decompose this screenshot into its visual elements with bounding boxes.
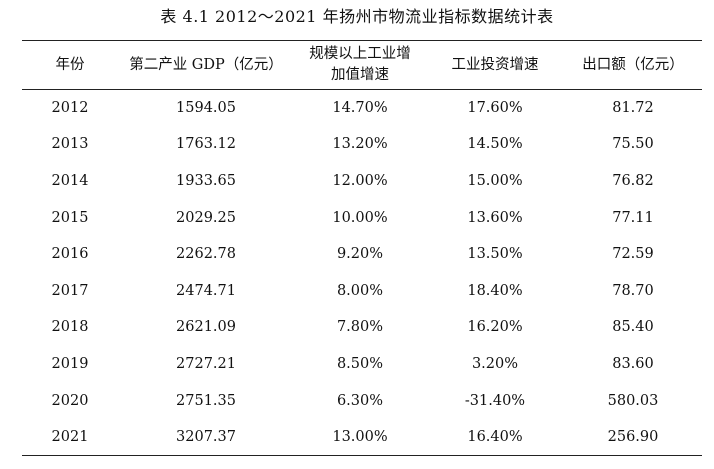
header-industrial-value-added-growth: 规模以上工业增 加值增速 [294, 40, 426, 90]
cell-industry-growth: 14.70% [332, 100, 388, 117]
cell-export: 78.70 [612, 282, 654, 299]
cell-year: 2021 [22, 418, 118, 456]
cell-year: 2016 [51, 246, 89, 263]
table-row: 2013 1763.12 13.20% 14.50% 75.50 [22, 126, 702, 163]
table-row: 2019 2727.21 8.50% 3.20% 83.60 [22, 346, 702, 383]
cell-investment-growth: 15.00% [467, 172, 523, 189]
cell-export: 81.72 [612, 100, 654, 117]
table-caption: 表 4.1 2012～2021 年扬州市物流业指标数据统计表 [160, 7, 554, 26]
cell-gdp: 2751.35 [176, 392, 236, 409]
cell-year: 2012 [51, 100, 89, 117]
cell-year: 2020 [51, 392, 89, 409]
cell-year: 2017 [51, 282, 89, 299]
cell-industry-growth: 13.20% [332, 136, 388, 153]
cell-investment-growth: -31.40% [464, 392, 526, 409]
cell-industry-growth: 13.00% [294, 418, 426, 456]
cell-year: 2018 [51, 319, 89, 336]
table-row: 2012 1594.05 14.70% 17.60% 81.72 [22, 90, 702, 127]
cell-industry-growth: 12.00% [332, 172, 388, 189]
cell-gdp: 2621.09 [176, 319, 236, 336]
table-row: 2020 2751.35 6.30% -31.40% 580.03 [22, 382, 702, 419]
cell-industry-growth: 8.00% [336, 282, 384, 299]
cell-year: 2015 [51, 209, 89, 226]
table-row: 2016 2262.78 9.20% 13.50% 72.59 [22, 236, 702, 273]
cell-gdp: 2262.78 [176, 246, 236, 263]
cell-investment-growth: 17.60% [467, 100, 523, 117]
cell-investment-growth: 18.40% [467, 282, 523, 299]
table-row: 2017 2474.71 8.00% 18.40% 78.70 [22, 272, 702, 309]
header-industrial-line2: 加值增速 [331, 67, 389, 83]
cell-investment-growth: 13.60% [467, 209, 523, 226]
table-row: 2015 2029.25 10.00% 13.60% 77.11 [22, 199, 702, 236]
statistics-table: 年份 第二产业 GDP（亿元） 规模以上工业增 加值增速 工业投资增速 出口额（… [22, 40, 702, 456]
cell-industry-growth: 7.80% [336, 319, 384, 336]
table-row: 2014 1933.65 12.00% 15.00% 76.82 [22, 163, 702, 200]
cell-investment-growth: 13.50% [467, 246, 523, 263]
cell-gdp: 2029.25 [176, 209, 236, 226]
cell-industry-growth: 10.00% [332, 209, 388, 226]
cell-export: 580.03 [607, 392, 659, 409]
cell-industry-growth: 9.20% [336, 246, 384, 263]
header-secondary-industry-gdp: 第二产业 GDP（亿元） [118, 40, 294, 90]
cell-year: 2019 [51, 355, 89, 372]
cell-gdp: 2474.71 [176, 282, 236, 299]
cell-investment-growth: 16.20% [467, 319, 523, 336]
cell-export: 83.60 [612, 355, 654, 372]
cell-year: 2014 [51, 172, 89, 189]
header-industrial-line1: 规模以上工业增 [309, 46, 411, 62]
cell-industry-growth: 6.30% [336, 392, 384, 409]
header-industrial-investment-growth: 工业投资增速 [426, 40, 564, 90]
cell-gdp: 1933.65 [176, 172, 236, 189]
table-row: 2021 3207.37 13.00% 16.40% 256.90 [22, 418, 702, 456]
header-year: 年份 [22, 40, 118, 90]
cell-export: 72.59 [612, 246, 654, 263]
cell-export: 75.50 [612, 136, 654, 153]
table-header: 年份 第二产业 GDP（亿元） 规模以上工业增 加值增速 工业投资增速 出口额（… [22, 40, 702, 90]
table-body: 2012 1594.05 14.70% 17.60% 81.72 2013 17… [22, 90, 702, 456]
cell-investment-growth: 3.20% [471, 355, 519, 372]
cell-export: 85.40 [612, 319, 654, 336]
table-row: 2018 2621.09 7.80% 16.20% 85.40 [22, 309, 702, 346]
cell-investment-growth: 14.50% [467, 136, 523, 153]
header-row: 年份 第二产业 GDP（亿元） 规模以上工业增 加值增速 工业投资增速 出口额（… [22, 40, 702, 90]
cell-gdp: 3207.37 [118, 418, 294, 456]
cell-export: 256.90 [564, 418, 702, 456]
cell-industry-growth: 8.50% [336, 355, 384, 372]
cell-gdp: 1763.12 [176, 136, 236, 153]
header-export-value: 出口额（亿元） [564, 40, 702, 90]
cell-investment-growth: 16.40% [426, 418, 564, 456]
cell-gdp: 2727.21 [176, 355, 236, 372]
cell-gdp: 1594.05 [176, 100, 236, 117]
cell-export: 76.82 [612, 172, 654, 189]
cell-year: 2013 [51, 136, 89, 153]
cell-export: 77.11 [612, 209, 654, 226]
